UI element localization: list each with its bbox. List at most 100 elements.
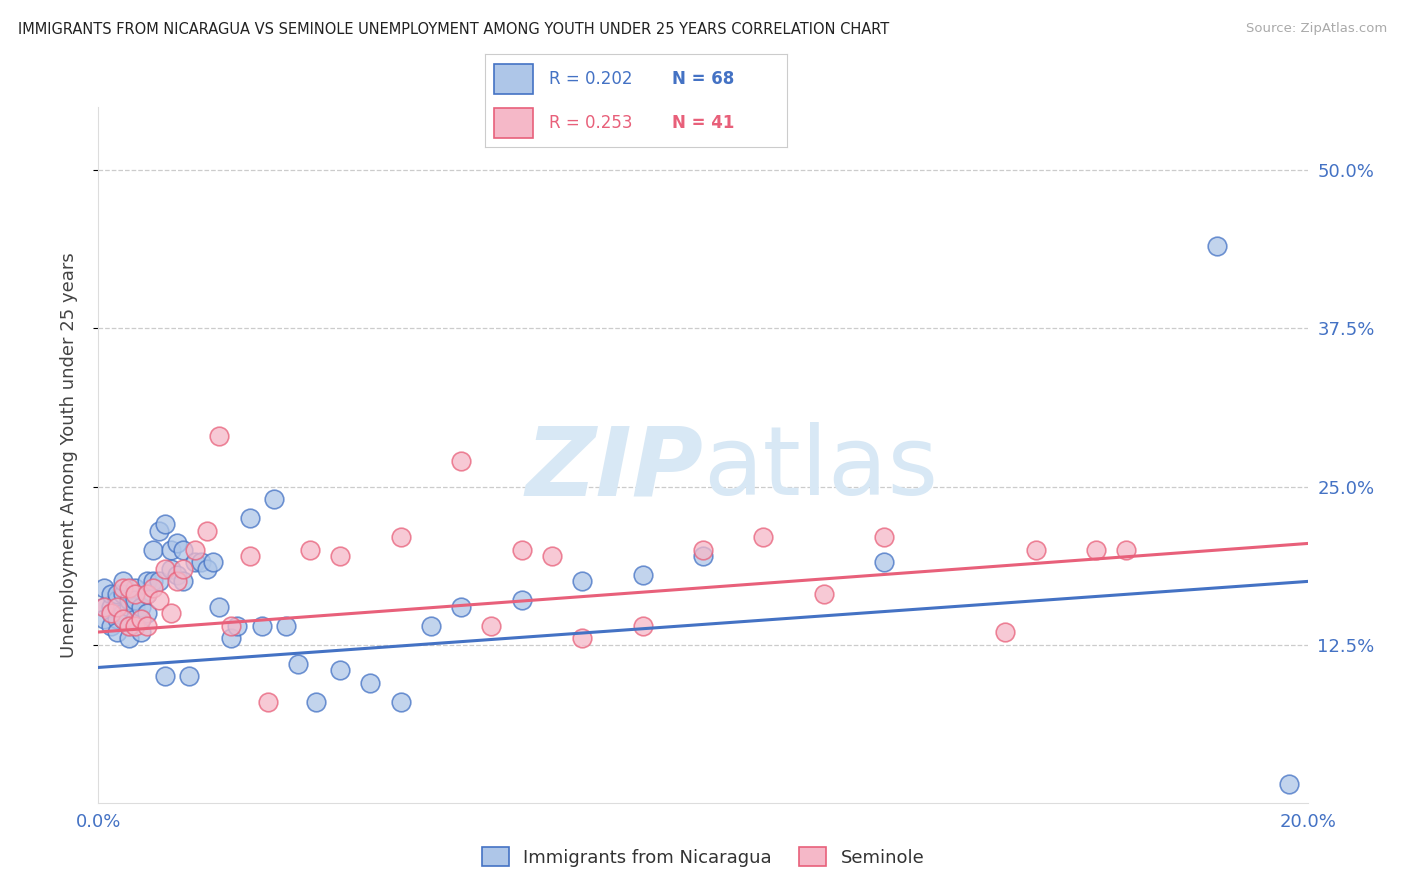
Point — [256, 695, 278, 709]
Point — [250, 618, 273, 632]
Point — [160, 606, 183, 620]
Point — [450, 599, 472, 614]
Text: R = 0.202: R = 0.202 — [548, 70, 633, 87]
Point — [100, 606, 122, 620]
Point — [1206, 239, 1229, 253]
Point — [202, 556, 225, 570]
Point — [571, 632, 593, 646]
Point — [221, 618, 243, 632]
Text: IMMIGRANTS FROM NICARAGUA VS SEMINOLE UNEMPLOYMENT AMONG YOUTH UNDER 25 YEARS CO: IMMIGRANTS FROM NICARAGUA VS SEMINOLE UN… — [18, 22, 890, 37]
Point — [208, 599, 231, 614]
Point — [873, 556, 896, 570]
Point — [239, 511, 262, 525]
Point — [420, 618, 443, 632]
Point — [481, 618, 503, 632]
Point — [195, 562, 218, 576]
Point — [510, 593, 533, 607]
Legend: Immigrants from Nicaragua, Seminole: Immigrants from Nicaragua, Seminole — [474, 840, 932, 874]
Point — [571, 574, 593, 589]
Point — [93, 612, 115, 626]
Text: ZIP: ZIP — [524, 422, 703, 516]
Point — [124, 599, 146, 614]
Point — [124, 587, 146, 601]
Point — [287, 657, 309, 671]
Point — [111, 606, 134, 620]
Point — [510, 542, 533, 557]
Point — [172, 562, 194, 576]
Point — [118, 618, 141, 632]
Text: N = 41: N = 41 — [672, 114, 735, 132]
Point — [179, 669, 201, 683]
Point — [135, 606, 157, 620]
Point — [135, 587, 157, 601]
Point — [124, 593, 146, 607]
Point — [166, 536, 188, 550]
Text: N = 68: N = 68 — [672, 70, 735, 87]
Point — [692, 542, 714, 557]
Point — [118, 599, 141, 614]
Text: atlas: atlas — [703, 422, 938, 516]
Point — [299, 542, 322, 557]
Point — [450, 454, 472, 468]
Point — [329, 663, 352, 677]
Point — [1085, 542, 1108, 557]
Point — [93, 599, 115, 614]
Point — [100, 599, 122, 614]
Point — [105, 612, 128, 626]
Point — [105, 599, 128, 614]
Point — [873, 530, 896, 544]
Point — [153, 562, 176, 576]
Point — [195, 524, 218, 538]
Point — [93, 581, 115, 595]
Bar — [494, 108, 533, 138]
Point — [111, 581, 134, 595]
Point — [389, 695, 412, 709]
Point — [239, 549, 262, 563]
Point — [105, 593, 128, 607]
Point — [118, 632, 141, 646]
Point — [631, 568, 654, 582]
Point — [129, 612, 152, 626]
Point — [166, 574, 188, 589]
Point — [160, 542, 183, 557]
Point — [994, 625, 1017, 640]
Point — [148, 524, 170, 538]
Point — [111, 612, 134, 626]
Point — [129, 625, 152, 640]
Point — [111, 612, 134, 626]
Point — [631, 618, 654, 632]
Point — [360, 675, 382, 690]
Point — [172, 574, 194, 589]
Point — [172, 542, 194, 557]
Point — [692, 549, 714, 563]
Point — [305, 695, 328, 709]
Point — [813, 587, 835, 601]
Point — [1278, 777, 1301, 791]
Point — [160, 562, 183, 576]
Point — [389, 530, 412, 544]
Text: R = 0.253: R = 0.253 — [548, 114, 633, 132]
Point — [124, 618, 146, 632]
Point — [124, 612, 146, 626]
Point — [329, 549, 352, 563]
Point — [153, 517, 176, 532]
Bar — [494, 64, 533, 94]
Y-axis label: Unemployment Among Youth under 25 years: Unemployment Among Youth under 25 years — [59, 252, 77, 657]
Point — [118, 581, 141, 595]
Point — [226, 618, 249, 632]
Point — [153, 669, 176, 683]
Point — [135, 574, 157, 589]
Point — [142, 581, 165, 595]
Point — [263, 492, 285, 507]
Text: Source: ZipAtlas.com: Source: ZipAtlas.com — [1247, 22, 1388, 36]
Point — [184, 556, 207, 570]
Point — [93, 599, 115, 614]
Point — [118, 593, 141, 607]
Point — [100, 587, 122, 601]
Point — [135, 587, 157, 601]
Point — [166, 568, 188, 582]
Point — [142, 542, 165, 557]
Point — [100, 618, 122, 632]
Point — [1024, 542, 1046, 557]
Point — [142, 574, 165, 589]
